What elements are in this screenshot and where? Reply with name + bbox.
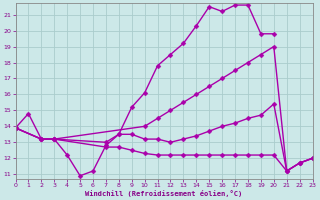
- X-axis label: Windchill (Refroidissement éolien,°C): Windchill (Refroidissement éolien,°C): [85, 190, 243, 197]
